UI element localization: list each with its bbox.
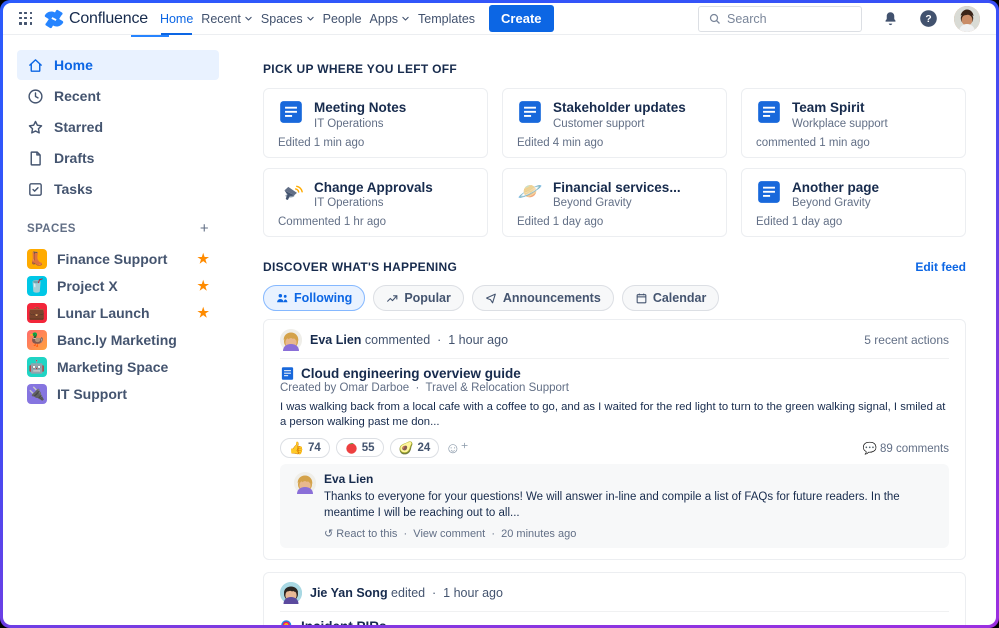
svg-text:?: ?: [925, 14, 931, 25]
